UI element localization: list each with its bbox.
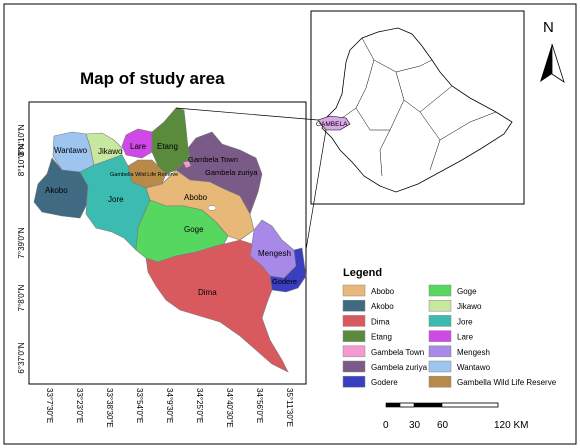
lat-tick: 7°8'0"N [17, 284, 26, 311]
legend-swatch [428, 345, 452, 358]
region-dima[interactable] [145, 239, 289, 373]
lat-tick: 6°37'0"N [17, 342, 26, 373]
legend-label: Jikawo [457, 302, 482, 311]
label-mengesh: Mengesh [258, 249, 291, 258]
connector-line [175, 107, 319, 121]
district-polygons [33, 107, 307, 373]
legend-swatch [428, 299, 452, 312]
legend-swatch [342, 284, 366, 297]
legend-label: Gambela Town [371, 348, 424, 357]
label-gambela-town: Gambela Town [188, 155, 238, 164]
inset-gambela-label: GAMBELA [316, 121, 348, 128]
legend-column-left: Abobo Akobo Dima Etang Gambela Town Gambela z… [342, 284, 428, 388]
legend-title: Legend [343, 267, 382, 279]
legend-label: Goge [457, 287, 477, 296]
lat-tick: 7°39'0"N [17, 227, 26, 258]
region-lare[interactable] [121, 128, 153, 159]
map-title: Map of study area [80, 69, 225, 88]
legend-label: Gambella Wild Life Reserve [457, 378, 557, 387]
label-wantawo: Wantawo [54, 146, 88, 155]
lat-tick: 8°4'10"N [17, 124, 26, 155]
lon-tick: 34°56'0"E [255, 388, 264, 423]
legend-swatch [342, 330, 366, 342]
lon-tick: 35°11'30"E [285, 388, 294, 427]
ethiopia-internal-boundaries [341, 37, 497, 177]
scale-label: 30 [409, 420, 421, 431]
lon-tick: 34°25'0"E [195, 388, 204, 423]
scale-label: 60 [437, 420, 449, 431]
legend-label: Gambela zuriya [371, 363, 428, 372]
label-jikawo: Jikawo [98, 147, 123, 156]
legend-column-right: Goge Jikawo Jore Lare Mengesh Wantawo Gambella… [428, 284, 557, 388]
region-labels: Wantawo Jikawo Lare Etang Gambela Town G… [45, 142, 297, 297]
legend-swatch [342, 345, 366, 358]
label-wildlife: Gambella Wild Life Reserve [110, 172, 178, 178]
region-akobo[interactable] [33, 157, 89, 219]
legend-label: Mengesh [457, 348, 490, 357]
lon-tick: 34°9'30"E [165, 388, 174, 423]
north-label: N [543, 19, 554, 36]
label-lare: Lare [130, 142, 147, 151]
legend-label: Wantawo [457, 363, 491, 372]
legend-swatch [428, 375, 452, 388]
scale-label: 0 [383, 420, 389, 431]
label-abobo: Abobo [184, 193, 208, 202]
legend: Legend Abobo Akobo Dima Etang Gambela Town Ga… [342, 267, 557, 388]
longitude-ticks: 33°7'30"E 33°23'0"E 33°38'30"E 33°54'0"E… [45, 388, 294, 428]
label-goge: Goge [184, 225, 204, 234]
legend-swatch [428, 315, 452, 327]
label-gambela-zuriya: Gambela zuriya [205, 168, 258, 177]
legend-label: Lare [457, 333, 474, 342]
legend-swatch [428, 360, 452, 373]
legend-swatch [342, 299, 366, 312]
legend-label: Abobo [371, 287, 395, 296]
label-akobo: Akobo [45, 186, 68, 195]
label-jore: Jore [108, 195, 124, 204]
label-etang: Etang [157, 142, 178, 151]
legend-swatch [342, 360, 366, 373]
scale-label: 120 KM [494, 420, 528, 431]
lon-tick: 33°38'30"E [105, 388, 114, 428]
lon-tick: 33°7'30"E [45, 388, 54, 423]
lon-tick: 34°40'30"E [225, 388, 234, 428]
legend-swatch [342, 375, 366, 388]
lake-shape [207, 205, 217, 211]
scale-bar: 0 30 60 120 KM [383, 402, 528, 431]
label-godere: Godere [272, 277, 297, 286]
legend-swatch [342, 315, 366, 327]
legend-label: Akobo [371, 302, 394, 311]
latitude-ticks: 8°4'10"N 8°10"0"N 7°39'0"N 7°8'0"N 6°37'… [17, 124, 26, 373]
lat-tick: 8°10"0"N [17, 144, 26, 177]
legend-label: Etang [371, 333, 392, 342]
lon-tick: 33°54'0"E [135, 388, 144, 423]
legend-label: Dima [371, 317, 390, 326]
legend-label: Godere [371, 378, 398, 387]
label-dima: Dima [198, 288, 217, 297]
lon-tick: 33°23'0"E [75, 388, 84, 423]
region-godere[interactable] [269, 247, 307, 293]
connector-line [305, 129, 327, 251]
legend-swatch [428, 330, 452, 342]
north-arrow: N [540, 19, 565, 83]
north-arrow-icon [540, 44, 552, 82]
legend-swatch [428, 284, 452, 297]
legend-label: Jore [457, 317, 473, 326]
region-gambela-town[interactable] [182, 160, 192, 169]
